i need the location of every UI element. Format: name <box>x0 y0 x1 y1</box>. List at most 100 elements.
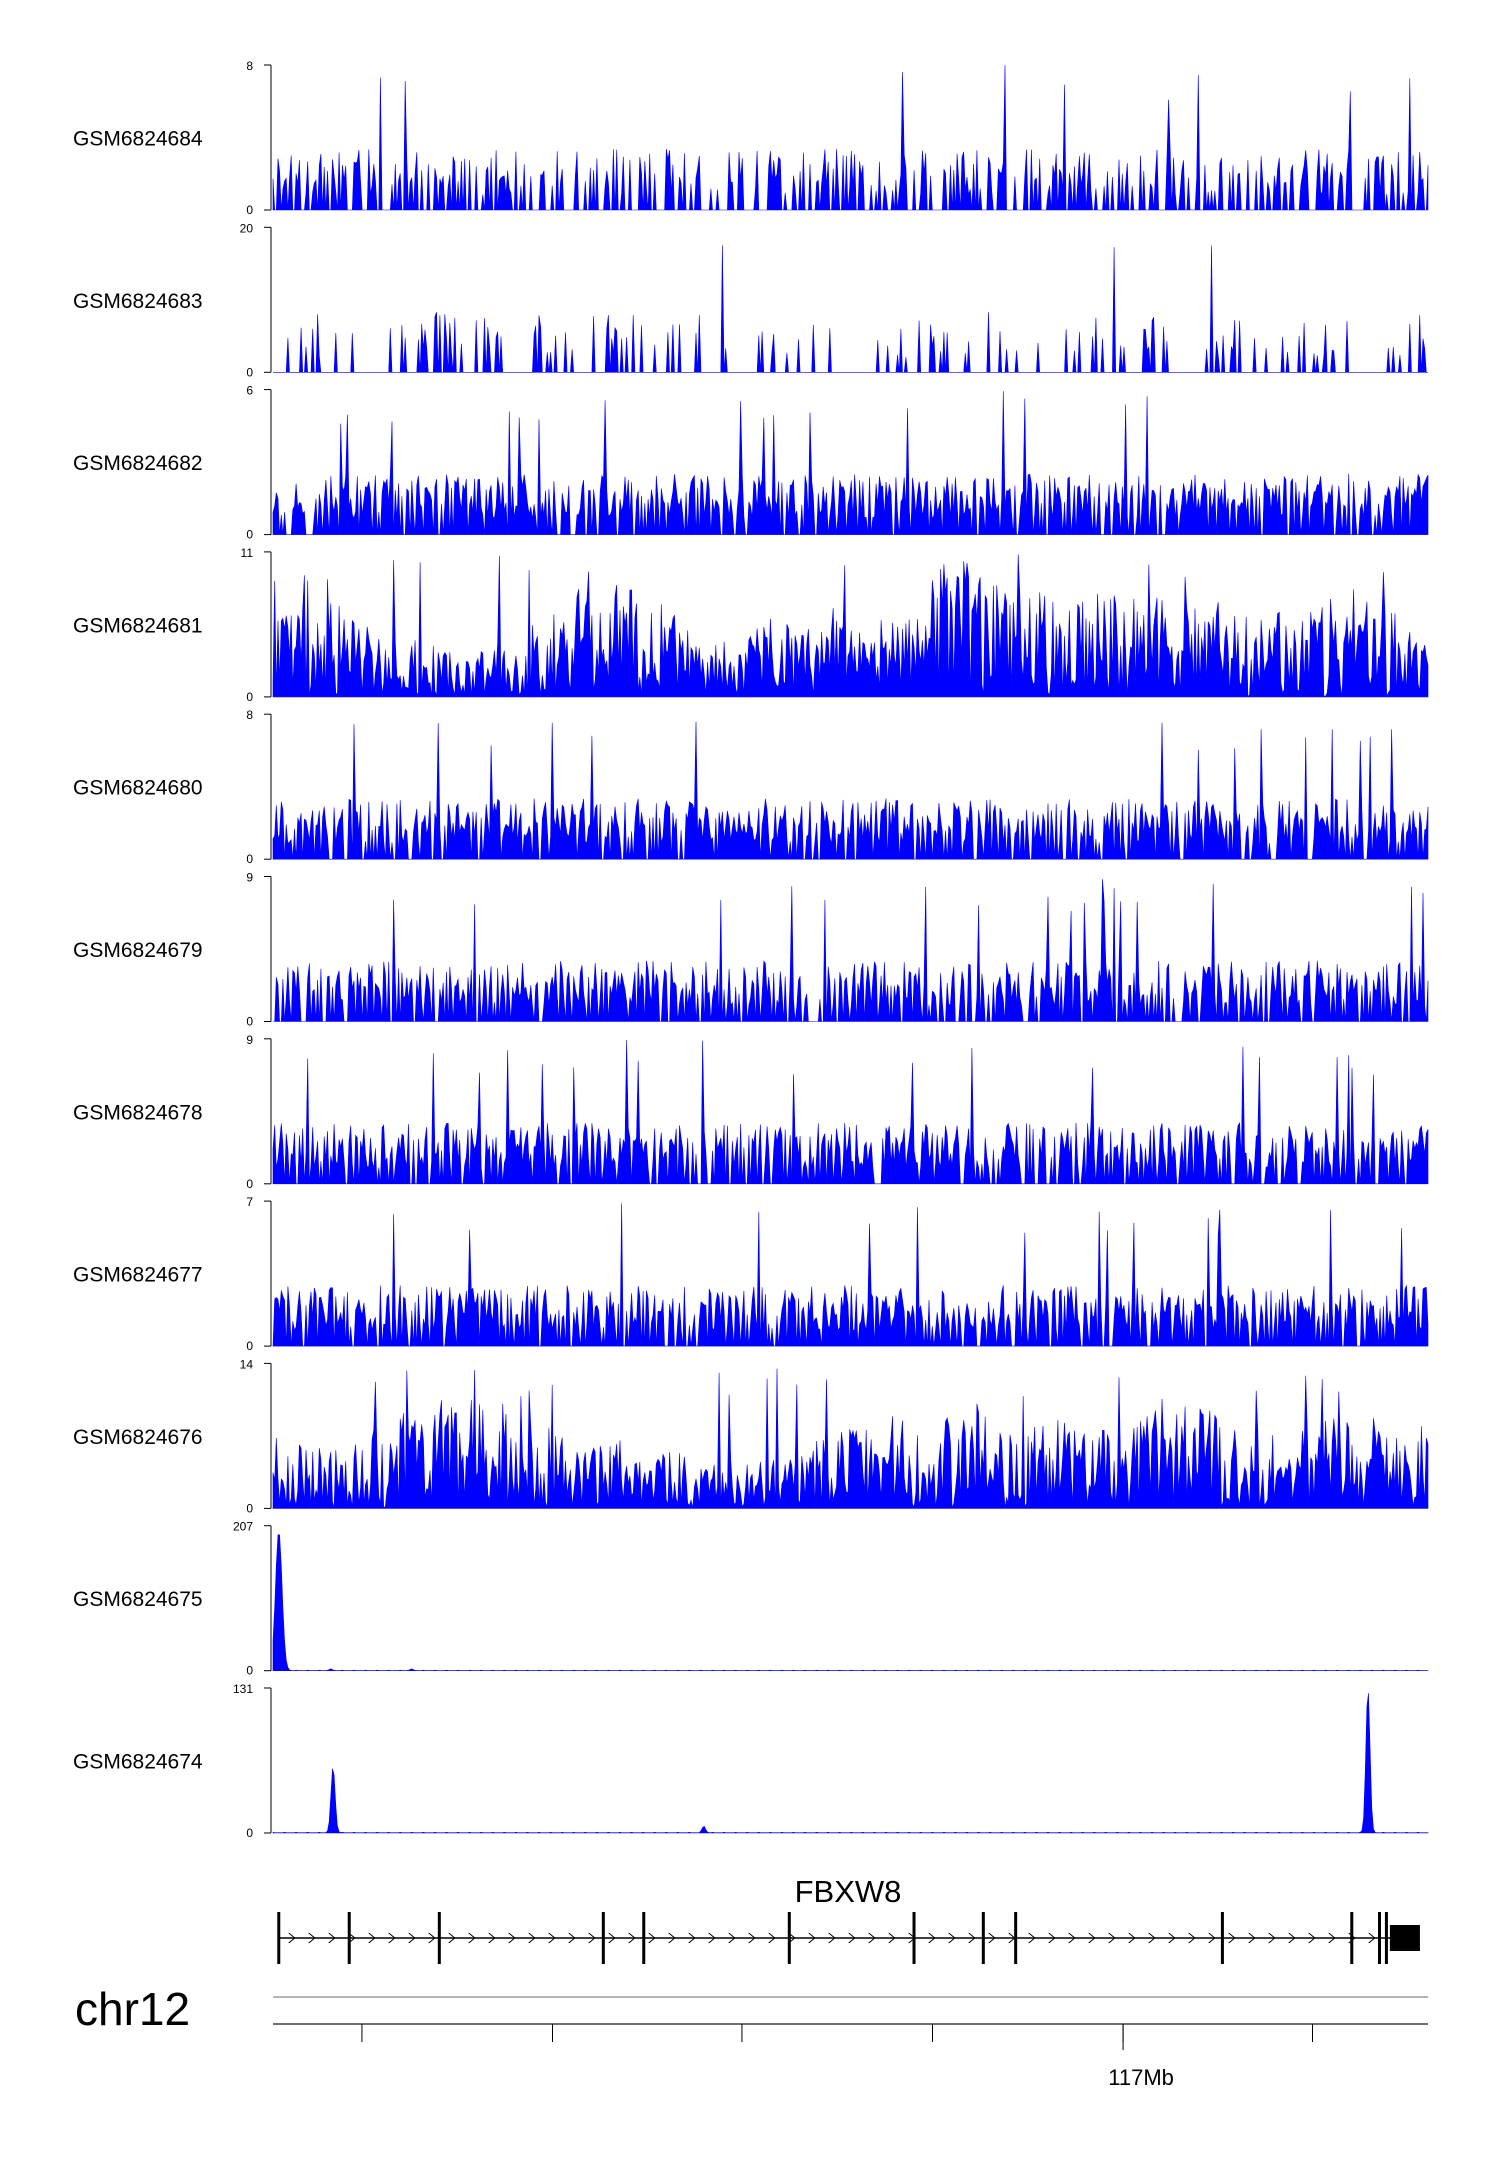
strand-arrow <box>688 1932 696 1944</box>
track-GSM6824682: GSM6824682 6 0 <box>73 384 1429 542</box>
track-name-label: GSM6824679 <box>73 939 203 962</box>
y-axis-max-label: 131 <box>233 1682 253 1696</box>
signal-area <box>272 1039 1429 1185</box>
strand-arrow <box>768 1932 776 1944</box>
strand-arrow <box>408 1932 416 1944</box>
axis-tick-label: 117Mb <box>1108 2065 1174 2090</box>
strand-arrow <box>528 1932 536 1944</box>
track-GSM6824677: GSM6824677 7 0 <box>73 1195 1429 1353</box>
strand-arrow <box>288 1932 296 1944</box>
exon-mark <box>1220 1912 1224 1964</box>
strand-arrow <box>1068 1932 1076 1944</box>
signal-area <box>272 1203 1429 1347</box>
y-axis-min-label: 0 <box>246 1177 253 1191</box>
chromosome-label: chr12 <box>75 1983 190 2035</box>
strand-arrow <box>548 1932 556 1944</box>
signal-area <box>272 554 1429 698</box>
track-name-label: GSM6824683 <box>73 290 203 313</box>
y-axis-min-label: 0 <box>246 1339 253 1353</box>
y-axis-min-label: 0 <box>246 852 253 866</box>
strand-arrow <box>308 1932 316 1944</box>
y-axis-max-label: 8 <box>246 59 253 73</box>
y-axis-max-label: 207 <box>233 1520 253 1534</box>
track-GSM6824679: GSM6824679 9 0 <box>73 871 1429 1029</box>
y-axis-max-label: 6 <box>246 384 253 398</box>
strand-arrow <box>948 1932 956 1944</box>
track-GSM6824681: GSM6824681 11 0 <box>73 546 1429 704</box>
y-axis-min-label: 0 <box>246 203 253 217</box>
strand-arrow <box>1368 1932 1376 1944</box>
strand-arrow <box>728 1932 736 1944</box>
exon-mark <box>1377 1912 1381 1964</box>
strand-arrow <box>1308 1932 1316 1944</box>
strand-arrow <box>708 1932 716 1944</box>
track-name-label: GSM6824674 <box>73 1751 203 1774</box>
strand-arrow <box>668 1932 676 1944</box>
strand-arrow <box>1108 1932 1116 1944</box>
strand-arrow <box>968 1932 976 1944</box>
strand-arrow <box>1128 1932 1136 1944</box>
strand-arrow <box>468 1932 476 1944</box>
exon-mark <box>1014 1912 1018 1964</box>
strand-arrow <box>1288 1932 1296 1944</box>
signal-area <box>273 245 1428 373</box>
exon-mark <box>437 1912 441 1964</box>
exon-mark <box>642 1912 646 1964</box>
strand-arrow <box>448 1932 456 1944</box>
strand-arrow <box>1148 1932 1156 1944</box>
strand-arrow <box>608 1932 616 1944</box>
track-GSM6824680: GSM6824680 8 0 <box>73 708 1429 866</box>
strand-arrow <box>828 1932 836 1944</box>
strand-arrow <box>848 1932 856 1944</box>
strand-arrow <box>588 1932 596 1944</box>
chromosome-axis: chr12 117Mb <box>75 1983 1428 2090</box>
track-name-label: GSM6824681 <box>73 614 203 637</box>
exon-mark <box>981 1912 985 1964</box>
signal-area <box>272 65 1429 211</box>
strand-arrow <box>748 1932 756 1944</box>
y-axis-min-label: 0 <box>246 690 253 704</box>
strand-arrow <box>1048 1932 1056 1944</box>
signal-area <box>272 1368 1429 1509</box>
strand-arrow <box>508 1932 516 1944</box>
track-name-label: GSM6824676 <box>73 1426 203 1449</box>
track-name-label: GSM6824680 <box>73 777 203 800</box>
signal-area <box>272 1693 1429 1834</box>
exon-mark <box>347 1912 351 1964</box>
strand-arrow <box>368 1932 376 1944</box>
y-axis-max-label: 9 <box>246 871 253 885</box>
track-GSM6824684: GSM6824684 8 0 <box>73 59 1429 217</box>
y-axis-min-label: 0 <box>246 1664 253 1678</box>
y-axis-min-label: 0 <box>246 1826 253 1840</box>
signal-area <box>273 879 1429 1022</box>
y-axis-max-label: 9 <box>246 1033 253 1047</box>
track-name-label: GSM6824675 <box>73 1588 203 1611</box>
signal-area <box>272 721 1429 860</box>
strand-arrow <box>888 1932 896 1944</box>
signal-tracks: GSM682468480GSM6824683200GSM682468260GSM… <box>73 59 1429 1840</box>
signal-area <box>272 1534 1429 1671</box>
strand-arrow <box>348 1932 356 1944</box>
track-GSM6824674: GSM6824674 131 0 <box>73 1682 1429 1840</box>
exon-mark <box>1384 1912 1388 1964</box>
strand-arrow <box>388 1932 396 1944</box>
signal-area <box>272 391 1429 535</box>
exon-block <box>1389 1925 1420 1951</box>
track-name-label: GSM6824678 <box>73 1101 203 1124</box>
track-name-label: GSM6824684 <box>73 128 203 151</box>
track-GSM6824683: GSM6824683 20 0 <box>73 221 1428 379</box>
strand-arrow <box>1088 1932 1096 1944</box>
exon-mark <box>787 1912 791 1964</box>
strand-arrow <box>628 1932 636 1944</box>
strand-arrow <box>1188 1932 1196 1944</box>
exon-mark <box>1350 1912 1354 1964</box>
y-axis-min-label: 0 <box>246 528 253 542</box>
strand-arrow <box>1228 1932 1236 1944</box>
strand-arrow <box>488 1932 496 1944</box>
exon-mark <box>601 1912 605 1964</box>
gene-model: FBXW8 <box>277 1874 1420 1964</box>
y-axis-max-label: 8 <box>246 708 253 722</box>
strand-arrow <box>1248 1932 1256 1944</box>
y-axis-max-label: 11 <box>241 546 254 560</box>
